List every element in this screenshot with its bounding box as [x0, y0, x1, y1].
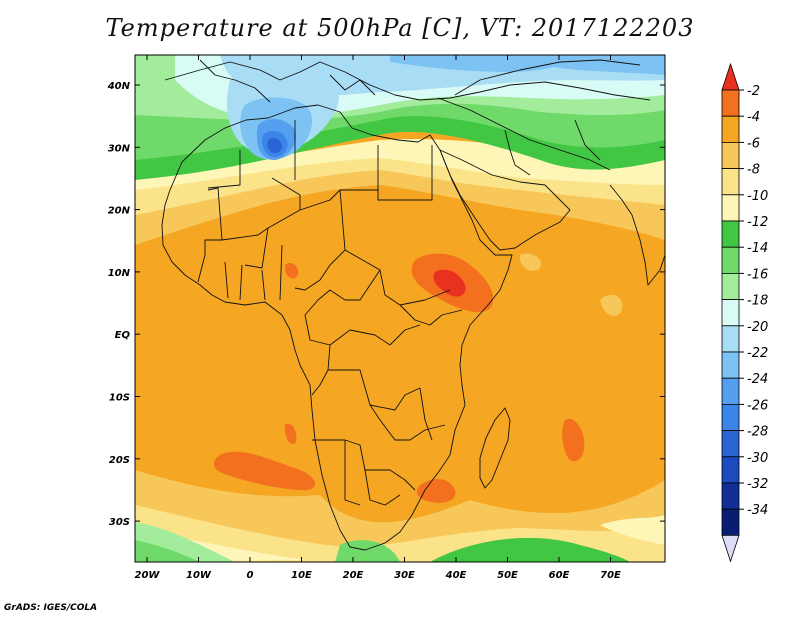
colorbar-label: -12 [747, 215, 768, 230]
lon-tick-label: 70E [600, 570, 621, 581]
colorbar-swatch [721, 272, 740, 300]
colorbar-label: -10 [747, 189, 768, 204]
colorbar-swatch [721, 115, 740, 143]
axis-ticks: 20W 10W 0 10E 20E 30E 40E 50E 60E 70E 40N 30N 20N 10N… [107, 55, 665, 581]
map-frame [134, 54, 666, 563]
lon-tick-label: 40E [445, 570, 467, 581]
colorbar-swatch [721, 168, 740, 196]
lat-tick-label: 30S [109, 517, 130, 528]
europe-coastline [164, 61, 651, 101]
colorbar-swatch [721, 325, 740, 353]
colorbar-top-arrow [721, 62, 740, 91]
colorbar-swatch [721, 482, 740, 510]
colorbar-label: -30 [747, 451, 768, 466]
lat-tick-label: 40N [107, 81, 131, 92]
colorbar-swatch [721, 194, 740, 222]
colorbar-label: -22 [747, 346, 768, 361]
colorbar-label: -26 [747, 398, 768, 413]
lat-tick-label: EQ [115, 330, 131, 341]
colorbar-swatch [721, 377, 740, 405]
colorbar-label: -18 [747, 294, 768, 309]
colorbar-label: -16 [747, 267, 768, 282]
temperature-field [135, 55, 665, 562]
colorbar-label: -34 [747, 503, 768, 518]
india-coastline [609, 184, 665, 286]
lon-tick-label: 30E [394, 570, 415, 581]
country-boundaries [161, 59, 665, 551]
colorbar-swatch [721, 430, 740, 458]
colorbar-swatch [721, 220, 740, 248]
lat-tick-label: 20S [109, 455, 130, 466]
colorbar-label: -28 [747, 425, 768, 440]
colorbar-label: -6 [747, 136, 760, 151]
lon-tick-label: 50E [497, 570, 518, 581]
colorbar-swatch [721, 351, 740, 379]
colorbar-swatch [721, 299, 740, 327]
lon-tick-label: 20W [135, 570, 161, 581]
lon-tick-label: 10W [186, 570, 212, 581]
map-title: Temperature at 500hPa [C], VT: 201712220… [105, 14, 695, 42]
lat-tick-label: 10N [108, 268, 131, 279]
lon-tick-label: 10E [291, 570, 312, 581]
colorbar-label: -24 [747, 372, 768, 387]
lon-tick-label: 60E [549, 570, 570, 581]
colorbar: -2 -4 -6 -8 -10 -12 -14 -16 -18 -20 -22 -24 -26 -28 -3… [721, 62, 768, 563]
arabia-coastline [439, 149, 571, 251]
lat-tick-label: 20N [108, 206, 131, 217]
madagascar-coastline [479, 407, 511, 489]
colorbar-label: -4 [747, 110, 760, 125]
lon-tick-label: 0 [247, 570, 254, 581]
colorbar-label: -2 [747, 84, 760, 99]
lat-tick-label: 30N [108, 143, 131, 154]
colorbar-swatch [721, 508, 740, 536]
colorbar-label: -8 [747, 163, 760, 178]
colorbar-swatch [721, 246, 740, 274]
colorbar-swatch [721, 456, 740, 484]
colorbar-label: -20 [747, 320, 768, 335]
africa-coastline [161, 104, 513, 551]
lon-tick-label: 20E [343, 570, 364, 581]
lat-tick-label: 10S [109, 393, 130, 404]
colorbar-label: -14 [747, 241, 768, 256]
grads-credit: GrADS: IGES/COLA [4, 603, 98, 613]
colorbar-bottom-arrow [721, 535, 740, 563]
colorbar-swatch [721, 89, 740, 117]
colorbar-swatch [721, 141, 740, 169]
colorbar-label: -32 [747, 477, 768, 492]
colorbar-swatch [721, 403, 740, 431]
